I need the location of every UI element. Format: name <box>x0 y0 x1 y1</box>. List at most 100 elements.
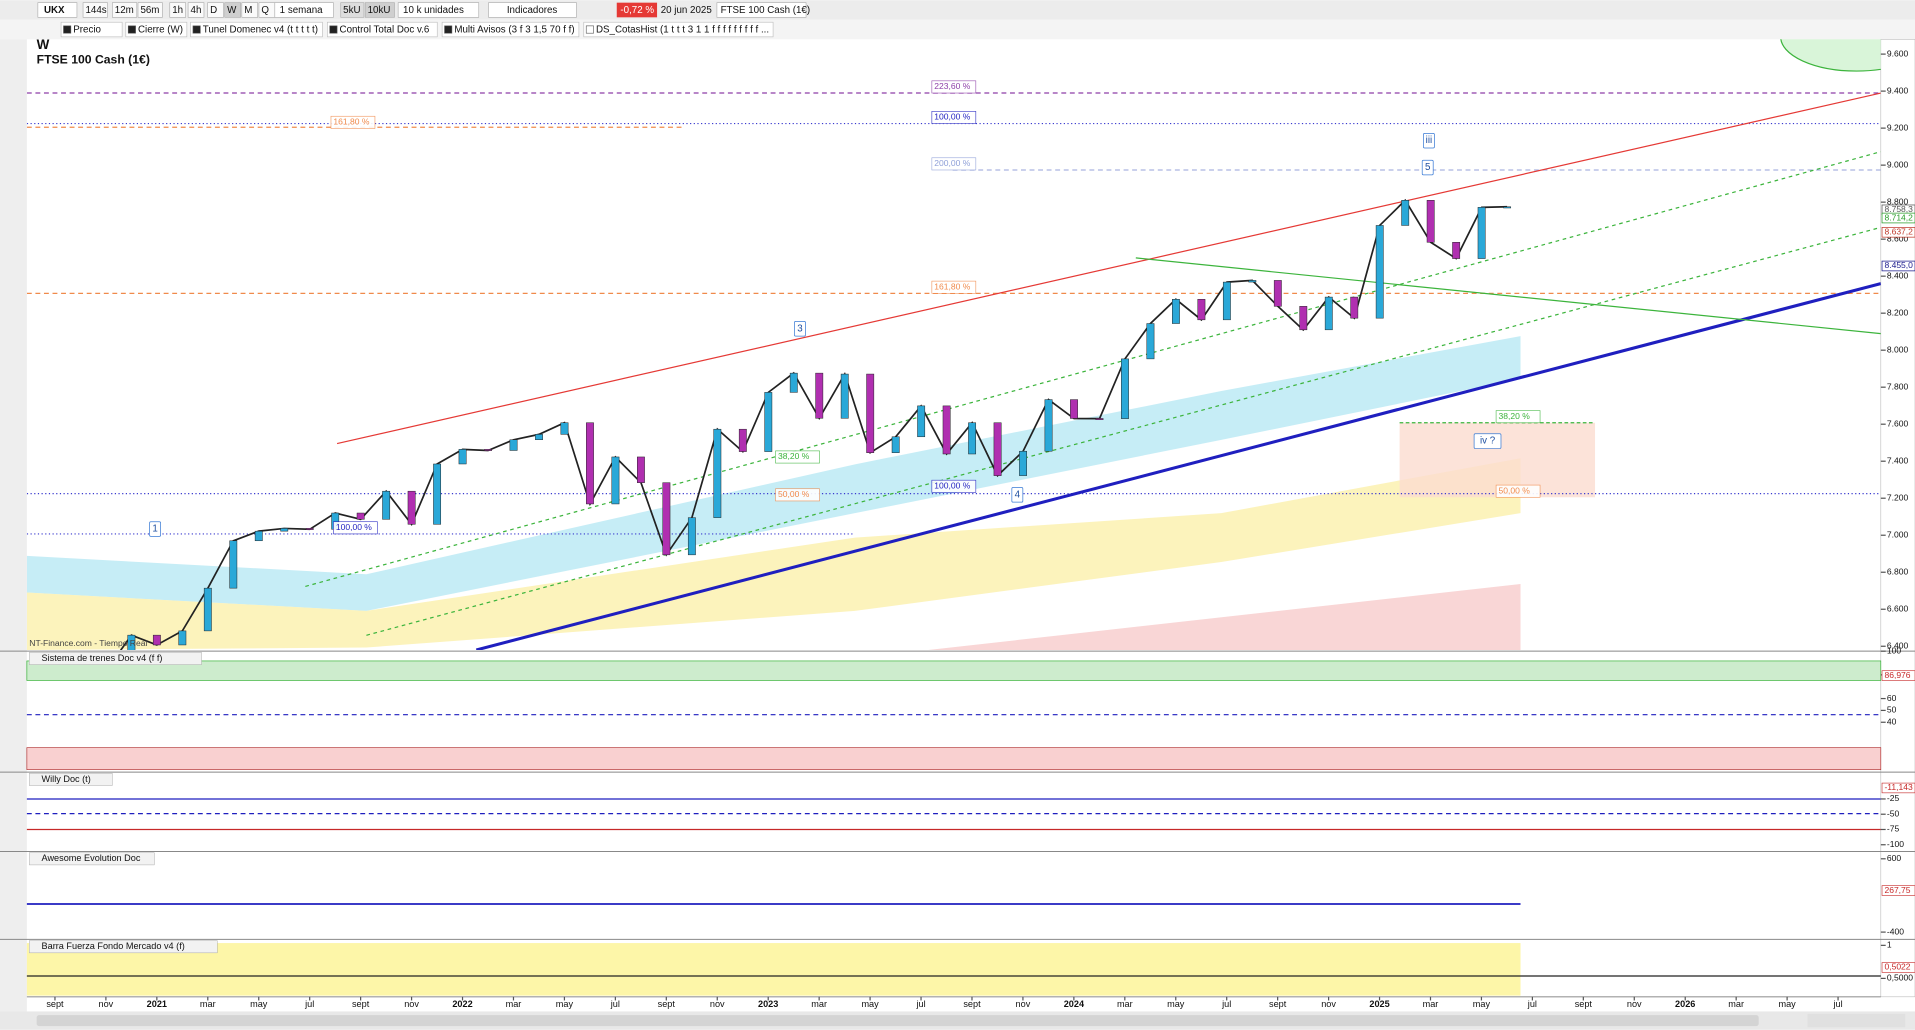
date-label: jul <box>610 999 620 1009</box>
candle <box>51 745 58 746</box>
fib-label-box <box>330 115 376 129</box>
panel-title-box <box>29 773 113 786</box>
interval-btn[interactable] <box>224 2 241 18</box>
interval[interactable]: 1h <box>172 5 183 16</box>
wave-label-box <box>1473 433 1502 449</box>
y-tick-label: 40 <box>1887 717 1897 727</box>
interval[interactable]: Q <box>261 5 269 16</box>
indicator-tab[interactable] <box>125 21 188 38</box>
indicator-tab-label[interactable]: DS_CotasHist (1 t t t 3 1 1 f f f f f f … <box>596 25 769 36</box>
interval-btn[interactable] <box>137 2 163 18</box>
candle <box>866 373 875 453</box>
y-tick-label: 9.400 <box>1887 85 1909 95</box>
wave-label: 3 <box>797 323 802 334</box>
interval[interactable]: D <box>210 5 217 16</box>
symbol[interactable]: UKX <box>44 5 65 16</box>
main-chart <box>26 39 1881 746</box>
date-label: 2021 <box>147 999 167 1009</box>
unit-btn[interactable] <box>364 2 395 18</box>
period[interactable]: 1 semana <box>280 5 323 16</box>
indicator-tab-label[interactable]: Control Total Doc v.6 <box>340 25 430 36</box>
instrument-box <box>716 2 807 18</box>
panel-title: Barra Fuerza Fondo Mercado v4 (f) <box>42 941 185 951</box>
fib-label-box <box>333 521 378 535</box>
interval-btn[interactable] <box>82 2 108 18</box>
date-label: mar <box>811 999 827 1009</box>
candle <box>586 422 594 505</box>
date-label: nov <box>710 999 725 1009</box>
bottom-controls[interactable] <box>1807 1013 1906 1028</box>
unit-btn[interactable] <box>340 2 365 18</box>
date-axis: sept nov 2021 mar may jul sept nov 2022 mar may jul… <box>46 996 1843 1009</box>
interval[interactable]: M <box>244 5 252 16</box>
candle <box>1503 206 1512 209</box>
y-tick-label: 8.200 <box>1887 307 1909 317</box>
panel-title-box <box>29 852 155 866</box>
panel-title-box <box>29 652 202 665</box>
interval-btn[interactable] <box>207 2 224 18</box>
indicator-tab[interactable] <box>441 21 580 38</box>
scrollbar[interactable] <box>36 1015 1759 1027</box>
panel-title: Sistema de trenes Doc v4 (f f) <box>42 653 163 663</box>
date-label: sept <box>1269 999 1287 1009</box>
fib-label-box <box>931 479 977 493</box>
instrument: FTSE 100 Cash (1€) <box>721 5 811 16</box>
indicators-label[interactable]: Indicadores <box>507 5 558 16</box>
y-tick-label: -75 <box>1887 824 1900 834</box>
candle <box>1070 399 1078 419</box>
zone-low <box>26 747 1882 770</box>
date-label: mar <box>1117 999 1133 1009</box>
date-label: nov <box>404 999 419 1009</box>
interval[interactable]: 144s <box>85 5 106 16</box>
interval[interactable]: 56m <box>140 5 159 16</box>
panels: Sistema de trenes Doc v4 (f f)1008060504… <box>0 645 1915 996</box>
unit[interactable]: 5kU <box>343 5 360 16</box>
price-marker-label: 8.637,2 <box>1884 227 1913 237</box>
unit-select-text[interactable]: 10 k unidades <box>403 5 464 16</box>
ellipse-marker <box>1780 39 1881 72</box>
interval-btn[interactable] <box>241 2 258 18</box>
date-label: nov <box>99 999 114 1009</box>
date-label: nov <box>1016 999 1031 1009</box>
date: 20 jun 2025 <box>661 5 713 16</box>
interval[interactable]: 12m <box>115 5 134 16</box>
cloud-red <box>928 584 1521 650</box>
fib-label: 100,00 % <box>934 481 970 491</box>
indicator-tab-label[interactable]: Multi Avisos (3 f 3 1,5 70 f f) <box>454 25 574 36</box>
interval-btn[interactable] <box>169 2 186 18</box>
panel-marker-label: -11,143 <box>1884 782 1913 792</box>
candle <box>305 528 314 530</box>
y-tick-label: 50 <box>1887 705 1897 715</box>
tab-swatch <box>585 25 594 34</box>
interval-btn[interactable] <box>112 2 138 18</box>
candle <box>789 372 798 393</box>
panel-marker <box>1881 885 1915 896</box>
panel-marker-label: 86,976 <box>1884 670 1910 680</box>
indicator-tab-label[interactable]: Cierre (W) <box>138 25 183 36</box>
date-label: jul <box>1221 999 1231 1009</box>
y-tick-label: 9.000 <box>1887 159 1909 169</box>
indicator-tab-label[interactable]: Tunel Domenec v4 (t t t t t) <box>203 25 318 36</box>
candle <box>229 540 238 589</box>
price-marker <box>1881 260 1915 272</box>
date-label: may <box>1778 999 1796 1009</box>
indicator-tab[interactable] <box>583 21 774 38</box>
indicator-tab[interactable] <box>190 21 323 38</box>
period-box[interactable] <box>274 2 334 18</box>
candle <box>1324 296 1333 331</box>
interval[interactable]: 4h <box>191 5 202 16</box>
indicator-tab[interactable] <box>327 21 438 38</box>
watermark: NT-Finance.com - Tiempo Real <box>29 638 147 648</box>
interval-btn[interactable] <box>187 2 205 18</box>
unit[interactable]: 10kU <box>368 5 391 16</box>
unit-select[interactable] <box>397 2 480 18</box>
interval[interactable]: W <box>227 5 237 16</box>
indicator-tab-label[interactable]: Precio <box>73 25 101 36</box>
fib-label: 38,20 % <box>778 451 810 461</box>
wave-label-box <box>1423 132 1435 149</box>
date-label: sept <box>658 999 676 1009</box>
indicators-btn[interactable] <box>488 2 577 18</box>
symbol-box[interactable] <box>37 2 78 18</box>
indicator-tab[interactable] <box>60 21 123 38</box>
candle <box>509 439 518 451</box>
